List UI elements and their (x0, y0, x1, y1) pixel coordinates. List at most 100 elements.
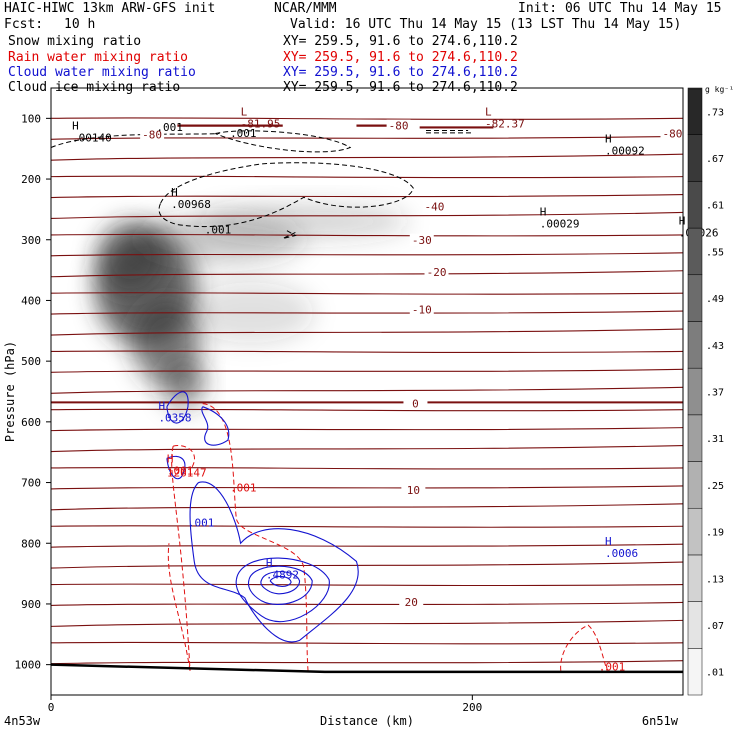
cloud-water-contour (269, 575, 292, 588)
colorbar-label: .37 (706, 388, 724, 399)
isotherm-line (51, 117, 683, 120)
colorbar-swatch (687, 181, 703, 229)
colorbar-top-cap (688, 88, 702, 90)
y-tick-label: 700 (21, 477, 41, 490)
isotherm-line (51, 386, 683, 394)
rain-label-value: 126147 (167, 466, 207, 479)
isotherm-line (51, 153, 683, 161)
rain-label-value: .001 (167, 465, 194, 478)
isotherm-lines (51, 117, 683, 665)
isotherm-line (51, 408, 683, 412)
isotherm-label: 0 (412, 398, 419, 411)
colorbar-swatch (687, 87, 703, 135)
isotherm-line (51, 233, 683, 237)
y-tick-label: 200 (21, 173, 41, 186)
fcst-label: Fcst: (4, 17, 44, 32)
y-axis-title: Pressure (hPa) (3, 341, 17, 442)
isotherm-label-bg (403, 397, 428, 410)
snow-label: .001 (205, 224, 232, 237)
low-label-value: -81.95 (241, 117, 281, 130)
cloud-ice-label-symbol: H (540, 205, 547, 218)
tropopause-segments (177, 124, 494, 129)
y-tick-label: 300 (21, 234, 41, 247)
x-axis-title: Distance (km) (320, 714, 414, 728)
snow-label: .001 (230, 127, 256, 140)
isotherm-line (51, 310, 683, 315)
colorbar-label: .55 (706, 247, 724, 258)
colorbar-label: .01 (706, 668, 724, 679)
cloud-water-contour (189, 481, 359, 643)
snow-blob (162, 358, 205, 407)
colorbar-swatch (687, 461, 703, 509)
init-time: Init: 06 UTC Thu 14 May 15 (518, 1, 722, 16)
y-tick-label: 600 (21, 416, 41, 429)
isotherm-line (51, 561, 683, 569)
cloud-water-contour (166, 391, 189, 424)
field-cloudwater-xy: XY= 259.5, 91.6 to 274.6,110.2 (283, 65, 518, 80)
valid-time: Valid: 16 UTC Thu 14 May 15 (13 LST Thu … (290, 17, 682, 32)
isotherm-label: -30 (412, 234, 432, 247)
right-endpoint-label: 6n51w (642, 714, 679, 728)
cloud-ice-label-value: .00140 (72, 131, 112, 144)
cloud-water-label-symbol: H (266, 556, 273, 569)
y-tick-label: 500 (21, 355, 41, 368)
isotherm-line (51, 445, 683, 453)
snow-shading-layer (95, 203, 410, 407)
snow-contour (51, 133, 220, 148)
isotherm-label: -80 (663, 128, 683, 141)
y-tick-label: 900 (21, 598, 41, 611)
colorbar-swatch (687, 648, 703, 696)
isotherm-label: -10 (412, 304, 432, 317)
plot-frame (50, 87, 684, 696)
center-name: NCAR/MMM (274, 1, 337, 16)
field-snow-name: Snow mixing ratio (8, 34, 142, 49)
colorbar-label: .49 (706, 294, 724, 305)
rain-contour (202, 403, 309, 671)
colorbar-label: .31 (706, 434, 724, 445)
cloud-water-contour (201, 406, 230, 446)
colorbar-swatch (687, 554, 703, 602)
isotherm-label-bg (660, 127, 685, 140)
rain-contour (167, 543, 191, 671)
isotherm-line (51, 503, 683, 511)
fcst-value: 10 h (64, 17, 96, 32)
isotherm-label-bg (401, 483, 426, 496)
cloud-ice-label-symbol: H (679, 215, 686, 228)
isotherm-line (51, 660, 683, 665)
isotherm-label-bg (409, 303, 434, 316)
rain-label-value: .001 (599, 661, 626, 674)
field-rain-xy: XY= 259.5, 91.6 to 274.6,110.2 (283, 50, 518, 65)
cloud-water-label-symbol: H (158, 400, 165, 413)
rain-contour (171, 446, 191, 671)
snow-shading (95, 203, 410, 407)
terrain-surface-line (50, 663, 683, 674)
rain-contour (560, 624, 608, 671)
isotherm-label-bg (140, 128, 165, 141)
cloud-water-label-value: .0358 (158, 412, 191, 425)
low-label-symbol: L (485, 105, 492, 118)
rain-contour (173, 445, 196, 471)
cloud-water-label-value: .001 (188, 516, 215, 529)
isotherm-layer (51, 117, 683, 665)
rain-label-symbol: H (167, 453, 174, 466)
x-tick-label: 200 (462, 701, 482, 714)
isotherm-line (51, 270, 683, 278)
isotherm-line (51, 252, 683, 257)
colorbar-label: .67 (706, 154, 724, 165)
field-cloudwater-name: Cloud water mixing ratio (8, 65, 196, 80)
colorbar-label: .07 (706, 621, 724, 632)
snow-contour (425, 129, 473, 134)
isotherm-label-bg (422, 200, 447, 213)
colorbar-label: .73 (706, 107, 724, 118)
colorbar-swatch (687, 274, 703, 322)
isotherm-line (51, 427, 683, 432)
isotherm-line (51, 485, 683, 490)
model-title: HAIC-HIWC 13km ARW-GFS init (4, 1, 216, 16)
isotherm-line (51, 601, 683, 606)
colorbar-label: .13 (706, 574, 724, 585)
colorbar-swatch (687, 321, 703, 369)
cloud-water-contour (247, 565, 313, 605)
cloud-ice-label-value: .00968 (171, 198, 211, 211)
isotherm-line (51, 350, 683, 353)
